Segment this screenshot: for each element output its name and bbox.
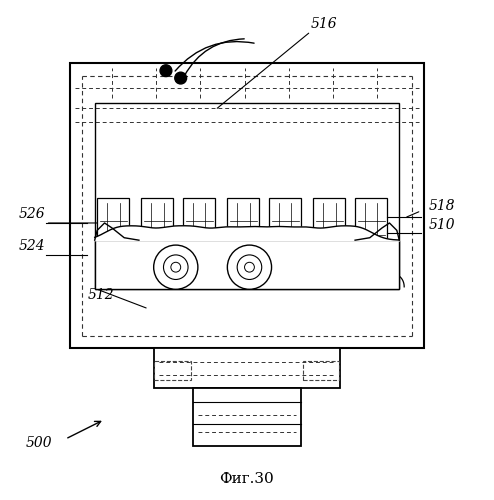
Circle shape: [160, 65, 172, 76]
Bar: [183, 198, 215, 262]
Bar: [141, 198, 173, 262]
Text: 516: 516: [311, 17, 337, 31]
Text: 510: 510: [429, 218, 455, 232]
Bar: [97, 198, 129, 262]
Bar: [313, 198, 345, 262]
Text: Фиг.30: Фиг.30: [220, 472, 274, 486]
Bar: [95, 240, 399, 290]
Bar: [355, 198, 387, 262]
Bar: [154, 360, 191, 380]
Circle shape: [175, 72, 187, 84]
Bar: [269, 198, 301, 262]
Circle shape: [164, 255, 188, 280]
Bar: [303, 360, 339, 380]
Circle shape: [237, 255, 262, 280]
Text: 500: 500: [26, 436, 52, 450]
Circle shape: [154, 245, 198, 290]
Text: 518: 518: [429, 198, 455, 212]
Bar: [95, 102, 399, 290]
Text: 524: 524: [19, 239, 45, 253]
Text: 512: 512: [87, 288, 114, 302]
Text: 526: 526: [19, 207, 45, 221]
Bar: [193, 388, 301, 446]
Bar: [227, 198, 259, 262]
Bar: [154, 348, 340, 388]
Circle shape: [227, 245, 272, 290]
Bar: [70, 64, 424, 348]
